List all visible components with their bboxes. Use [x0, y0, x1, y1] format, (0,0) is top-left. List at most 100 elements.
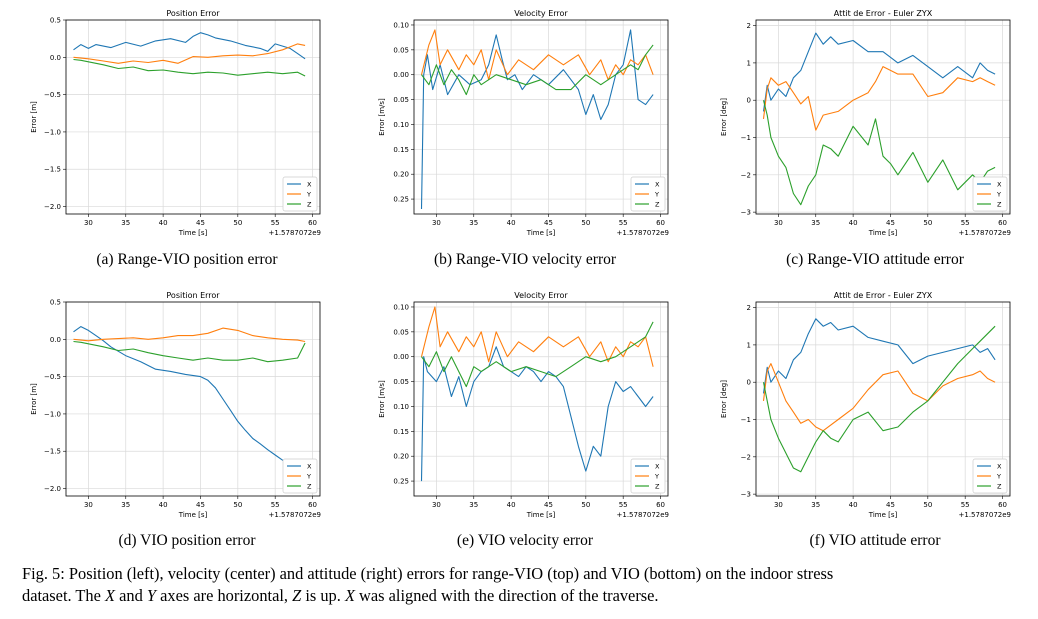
y-tick-label: 0.00: [393, 71, 409, 79]
legend-label-y: Y: [306, 191, 311, 199]
range-vio-velocity-error-chart: Velocity Error 30 35 40 45 50 55 60 0.10 0.05 0.00…: [378, 9, 669, 237]
x-tick-label: 35: [121, 219, 130, 227]
series-line-x: [73, 32, 306, 60]
y-tick-label: 0.05: [393, 46, 409, 54]
chart-panel-e: Velocity Error 30 35 40 45 50 55 60 0.10 0.05 0.00…: [348, 286, 688, 524]
x-tick-label: 40: [507, 219, 516, 227]
series-line-x: [420, 29, 654, 210]
x-tick-label: 40: [159, 219, 168, 227]
y-tick-label: −2: [741, 453, 751, 461]
x-axis-label: Time [s]: [526, 511, 556, 519]
y-axis-label: Error [m]: [30, 383, 38, 415]
x-tick-label: 55: [619, 219, 628, 227]
y-tick-label: 0.0: [50, 54, 61, 62]
chart-panel-c: Attit de Error - Euler ZYX 30 35 40 45 50 55 60…: [690, 4, 1030, 242]
y-tick-label: 2: [747, 304, 751, 312]
y-tick-label: −2.0: [44, 203, 61, 211]
x-tick-label: 35: [469, 501, 478, 509]
legend-label-z: Z: [997, 201, 1002, 209]
x-tick-label: 30: [774, 219, 783, 227]
y-axis-label: Error [m/s]: [378, 98, 386, 136]
x-tick-label: 55: [961, 501, 970, 509]
y-tick-label: 0: [747, 379, 751, 387]
x-tick-label: 45: [544, 501, 553, 509]
legend-label-x: X: [307, 463, 312, 471]
y-tick-label: 1: [747, 341, 751, 349]
series-line-y: [762, 363, 996, 432]
x-tick-label: 45: [196, 501, 205, 509]
x-tick-label: 45: [544, 219, 553, 227]
series-line-x: [420, 346, 654, 482]
y-tick-label: 0: [747, 97, 751, 105]
y-tick-label: 0.05: [393, 378, 409, 386]
chart-panel-d: Position Error 30 35 40 45 50 55 60 0.5 0.0 −0.5 −1…: [0, 286, 340, 524]
legend-label-x: X: [997, 181, 1002, 189]
legend-label-z: Z: [655, 483, 660, 491]
series-line-z: [762, 325, 996, 473]
x-tick-label: 35: [469, 219, 478, 227]
y-tick-label: 2: [747, 22, 751, 30]
x-tick-label: 55: [619, 501, 628, 509]
y-tick-label: −2: [741, 171, 751, 179]
series-line-x: [73, 326, 298, 471]
y-tick-label: 0.25: [393, 478, 409, 486]
x-tick-label: 40: [849, 219, 858, 227]
series-line-z: [73, 340, 306, 363]
x-tick-label: 55: [271, 219, 280, 227]
legend-label-y: Y: [996, 473, 1001, 481]
y-tick-label: 0.10: [393, 303, 409, 311]
x-tick-label: 45: [886, 219, 895, 227]
plot-frame: [413, 301, 669, 497]
chart-title: Position Error: [166, 291, 220, 300]
vio-velocity-error-chart: Velocity Error 30 35 40 45 50 55 60 0.10 0.05 0.00…: [378, 291, 669, 519]
y-tick-label: −0.5: [44, 373, 61, 381]
x-tick-label: 35: [811, 501, 820, 509]
y-tick-label: −3: [741, 491, 751, 499]
y-tick-label: 0.15: [393, 146, 409, 154]
series-line-y: [420, 306, 654, 367]
chart-title: Position Error: [166, 9, 220, 18]
series-line-x: [762, 318, 996, 394]
series-line-y: [73, 327, 306, 343]
vio-position-error-chart: Position Error 30 35 40 45 50 55 60 0.5 0.0 −0.5 −1…: [30, 291, 321, 519]
series-line-z: [421, 44, 654, 96]
subcaption-f: (f) VIO attitude error: [809, 532, 941, 549]
plot-frame: [413, 19, 669, 215]
x-tick-label: 50: [581, 501, 590, 509]
y-tick-label: −1: [741, 416, 751, 424]
y-tick-label: 0.10: [393, 403, 409, 411]
range-vio-attitude-error-chart: Attit de Error - Euler ZYX 30 35 40 45 50 55 60…: [720, 9, 1011, 237]
subcaption-d: (d) VIO position error: [118, 532, 256, 549]
plot-frame: [755, 301, 1011, 497]
legend-label-x: X: [307, 181, 312, 189]
x-tick-label: 50: [923, 219, 932, 227]
figure-caption-line-1: Fig. 5: Position (left), velocity (cente…: [22, 564, 834, 583]
y-tick-label: −1.5: [44, 166, 61, 174]
x-offset-text: +1.5787072e9: [269, 229, 321, 237]
y-axis-label: Error [m]: [30, 101, 38, 133]
x-tick-label: 50: [233, 501, 242, 509]
y-tick-label: 0.20: [393, 453, 409, 461]
legend-label-x: X: [997, 463, 1002, 471]
x-tick-label: 50: [923, 501, 932, 509]
x-offset-text: +1.5787072e9: [269, 511, 321, 519]
y-tick-label: −1.0: [44, 128, 61, 136]
x-tick-label: 50: [233, 219, 242, 227]
x-tick-label: 40: [849, 501, 858, 509]
series-line-y: [762, 66, 996, 131]
y-tick-label: −3: [741, 209, 751, 217]
chart-title: Velocity Error: [514, 291, 568, 300]
x-tick-label: 30: [432, 501, 441, 509]
chart-title: Velocity Error: [514, 9, 568, 18]
x-tick-label: 35: [811, 219, 820, 227]
x-axis-label: Time [s]: [868, 511, 898, 519]
legend-label-z: Z: [997, 483, 1002, 491]
x-axis-label: Time [s]: [178, 229, 208, 237]
y-tick-label: 0.25: [393, 196, 409, 204]
chart-panel-f: Attit de Error - Euler ZYX 30 35 40 45 50 55 60…: [690, 286, 1030, 524]
y-tick-label: 0.5: [50, 299, 61, 307]
y-axis-label: Error [deg]: [720, 98, 728, 136]
legend-label-y: Y: [996, 191, 1001, 199]
figure-caption: Fig. 5: Position (left), velocity (cente…: [22, 563, 1032, 607]
x-tick-label: 60: [998, 501, 1007, 509]
